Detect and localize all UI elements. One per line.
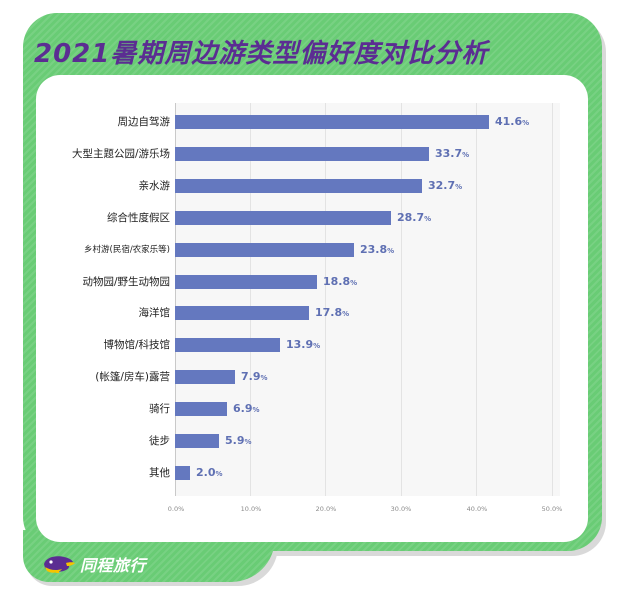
bar <box>175 370 235 385</box>
gridline-20 <box>325 103 326 496</box>
bar <box>175 434 219 448</box>
bar-row: 其他 2.0% <box>36 465 566 498</box>
gridline-50 <box>552 103 553 496</box>
category-label: 周边自驾游 <box>117 116 171 128</box>
value-suffix: % <box>215 469 223 478</box>
value-number: 17.8 <box>315 306 343 320</box>
value-suffix: % <box>387 246 395 255</box>
value-number: 18.8 <box>323 274 351 288</box>
value-number: 2.0 <box>196 465 216 479</box>
value-label: 32.7% <box>428 179 462 193</box>
value-label: 17.8% <box>315 306 349 320</box>
bar <box>175 146 429 161</box>
bar-row: 骑行 6.9% <box>36 402 566 434</box>
bar-row: 周边自驾游 41.6% <box>36 115 566 147</box>
plot-area <box>175 103 560 496</box>
category-label: 博物馆/科技馆 <box>103 339 170 352</box>
value-suffix: % <box>462 150 470 159</box>
category-label: 其他 <box>149 466 170 479</box>
category-label: 徒步 <box>149 435 170 447</box>
gridline-30 <box>401 103 402 496</box>
value-number: 23.8 <box>360 242 388 256</box>
value-number: 32.7 <box>428 178 456 192</box>
value-suffix: % <box>244 438 252 446</box>
tongcheng-bird-logo-icon <box>42 554 76 574</box>
category-label: 骑行 <box>149 403 170 416</box>
x-tick-40: 40.0% <box>466 505 488 513</box>
bar-row: 海洋馆 17.8% <box>36 306 566 338</box>
bar-row: 博物馆/科技馆 13.9% <box>36 338 566 370</box>
bar-row: 动物园/野生动物园 18.8% <box>36 274 566 307</box>
bar <box>175 242 354 257</box>
category-label: 乡村游(民宿/农家乐等) <box>84 244 170 255</box>
value-label: 7.9% <box>241 370 268 384</box>
y-axis-line <box>175 103 176 496</box>
bar <box>175 338 280 353</box>
value-number: 28.7 <box>397 210 425 224</box>
value-label: 33.7% <box>435 147 469 161</box>
value-label: 41.6% <box>495 115 529 129</box>
bar <box>175 465 190 480</box>
bar <box>175 210 391 225</box>
bar <box>175 115 489 129</box>
chart-title: 2021暑期周边游类型偏好度对比分析 <box>34 39 489 69</box>
bar-row: 综合性度假区 28.7% <box>36 210 566 243</box>
value-number: 7.9 <box>241 370 261 384</box>
bar-row: 乡村游(民宿/农家乐等) 23.8% <box>36 242 566 275</box>
value-label: 23.8% <box>360 243 394 257</box>
value-label: 5.9% <box>225 434 252 448</box>
bar <box>175 178 422 193</box>
bar-row: 徒步 5.9% <box>36 434 566 466</box>
bar <box>175 402 227 417</box>
value-number: 41.6 <box>495 115 523 128</box>
category-label: 亲水游 <box>138 179 171 192</box>
value-suffix: % <box>455 182 463 191</box>
bar-row: (帐篷/房车)露营 7.9% <box>36 370 566 402</box>
value-label: 6.9% <box>233 402 260 416</box>
value-number: 33.7 <box>435 146 463 160</box>
value-number: 6.9 <box>233 402 253 416</box>
brand-name: 同程旅行 <box>80 556 147 575</box>
value-label: 13.9% <box>286 338 320 352</box>
value-suffix: % <box>350 278 358 287</box>
category-label: (帐篷/房车)露营 <box>95 371 170 384</box>
value-label: 2.0% <box>196 466 223 480</box>
value-suffix: % <box>342 310 350 319</box>
category-label: 综合性度假区 <box>107 211 170 224</box>
brand-logo: 同程旅行 <box>42 553 146 575</box>
bar <box>175 306 309 321</box>
x-tick-10: 10.0% <box>240 505 262 513</box>
category-label: 动物园/野生动物园 <box>82 275 170 288</box>
value-suffix: % <box>424 214 432 223</box>
value-suffix: % <box>260 374 268 383</box>
bar-row: 大型主题公园/游乐场 33.7% <box>36 146 566 179</box>
category-label: 海洋馆 <box>138 307 171 320</box>
x-tick-20: 20.0% <box>315 505 337 513</box>
x-tick-30: 30.0% <box>390 505 412 513</box>
category-label: 大型主题公园/游乐场 <box>71 147 170 160</box>
value-number: 13.9 <box>286 338 314 352</box>
value-number: 5.9 <box>225 434 245 447</box>
value-label: 18.8% <box>323 275 357 289</box>
gridline-40 <box>476 103 477 496</box>
x-tick-0: 0.0% <box>167 505 185 513</box>
bar <box>175 274 317 289</box>
bar-row: 亲水游 32.7% <box>36 178 566 211</box>
gridline-10 <box>250 103 251 496</box>
value-suffix: % <box>252 406 260 415</box>
value-suffix: % <box>313 342 321 351</box>
x-tick-50: 50.0% <box>541 505 563 513</box>
value-suffix: % <box>522 119 530 127</box>
value-label: 28.7% <box>397 211 431 225</box>
